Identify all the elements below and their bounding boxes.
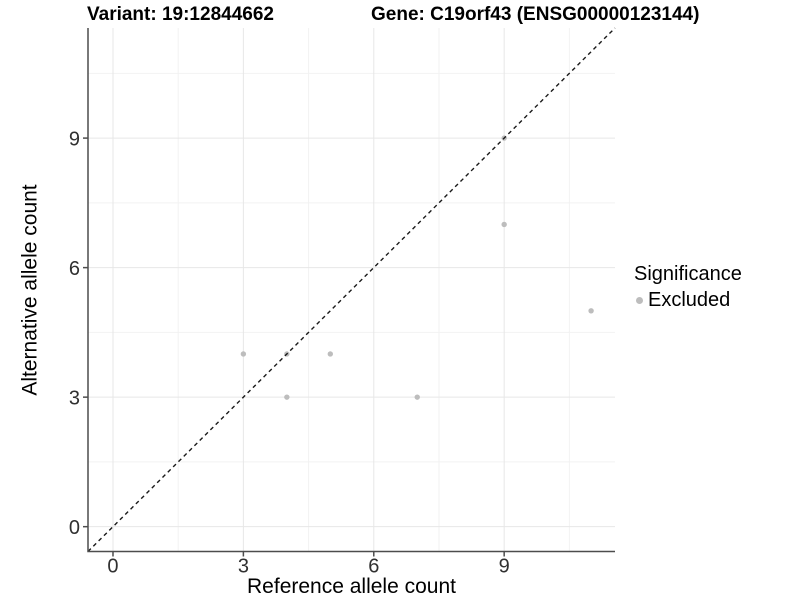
legend-item-label: Excluded (648, 289, 731, 311)
plot-title-gene: Gene: C19orf43 (ENSG00000123144) (371, 4, 700, 25)
data-point (501, 221, 507, 228)
y-tick-label: 3 (69, 387, 80, 409)
y-tick-label: 0 (69, 517, 80, 539)
x-tick-label: 6 (368, 556, 379, 578)
x-tick-label: 0 (107, 556, 118, 578)
y-tick-label: 6 (69, 258, 80, 280)
data-point (327, 351, 334, 357)
legend-item-excluded: Excluded (634, 288, 742, 312)
identity-line (87, 27, 616, 552)
y-axis-title: Alternative allele count (19, 184, 43, 396)
plot-title-variant: Variant: 19:12844662 (87, 4, 274, 25)
data-point (588, 308, 594, 314)
legend-title: Significance (634, 263, 742, 285)
y-tick-label: 9 (69, 128, 80, 150)
x-tick-label: 3 (238, 556, 249, 578)
data-point (284, 394, 290, 400)
legend: Significance Excluded (634, 262, 742, 312)
data-point (240, 351, 247, 357)
x-axis-title: Reference allele count (247, 575, 456, 598)
data-point (414, 394, 420, 400)
y-axis-title-wrap: Alternative allele count (18, 28, 44, 552)
x-tick-label: 9 (499, 556, 510, 578)
legend-point-icon (636, 296, 643, 304)
axis-lines (87, 28, 615, 553)
